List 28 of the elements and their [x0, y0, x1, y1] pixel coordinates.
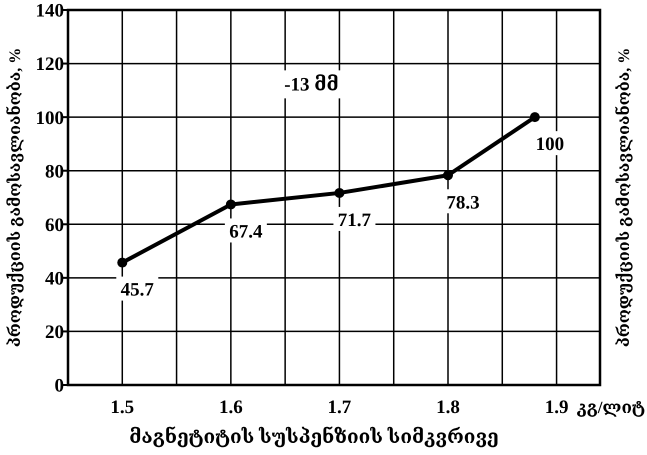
y-tick-label: 0: [54, 376, 64, 397]
y-tick-label: 120: [36, 54, 64, 76]
data-label: 100: [536, 134, 564, 156]
x-tick-label: 1.5: [110, 397, 134, 418]
x-tick-label: 1.7: [328, 397, 352, 418]
y-tick-label: 100: [36, 108, 64, 129]
text: კგ/ლიტ: [576, 398, 646, 417]
y-tick-label: 140: [36, 0, 64, 22]
point: [530, 112, 540, 122]
y-tick-label: 80: [45, 161, 64, 182]
y-tick-label: 40: [45, 268, 64, 290]
y-tick-label: 60: [45, 214, 64, 236]
data-label: 45.7: [120, 280, 154, 301]
point: [334, 188, 344, 198]
y-tick-label: 20: [45, 322, 64, 344]
data-label: 71.7: [338, 210, 372, 231]
x-tick-label: 1.6: [218, 397, 243, 418]
point: [226, 199, 236, 210]
point: [443, 170, 453, 180]
x-axis-title: მაგნეტიტის სუსპენზიის სიმკვრივე: [129, 426, 499, 448]
x-tick-label: 1.8: [436, 397, 460, 418]
data-label: 78.3: [446, 192, 480, 214]
x-tick-label: 1.9: [544, 397, 568, 418]
data-label: 67.4: [229, 221, 263, 242]
point: [117, 258, 128, 268]
annotation: -13 მმ: [284, 73, 339, 96]
y2-axis-title: პროდუქციის გამოსავლიანობა, %: [614, 48, 633, 348]
y-axis-title: პროდუქციის გამოსავლიანობა, %: [5, 48, 24, 348]
